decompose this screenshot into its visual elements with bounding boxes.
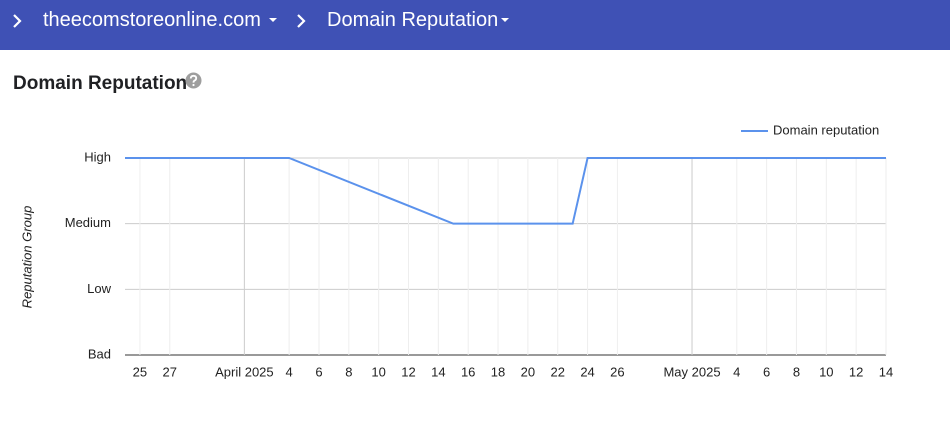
chevron-icon: [13, 14, 22, 28]
x-tick-label: 10: [819, 364, 833, 379]
breadcrumb-domain[interactable]: theecomstoreonline.com: [43, 9, 261, 31]
x-tick-label: April 2025: [215, 364, 274, 379]
x-tick-label: 6: [763, 364, 770, 379]
y-axis-label: Reputation Group: [19, 206, 34, 309]
x-tick-label: 20: [521, 364, 535, 379]
x-tick-label: 8: [793, 364, 800, 379]
dropdown-icon[interactable]: [268, 16, 280, 26]
x-tick-label: 4: [733, 364, 740, 379]
help-icon[interactable]: [185, 72, 203, 90]
x-tick-label: 25: [133, 364, 147, 379]
legend-label: Domain reputation: [773, 122, 879, 137]
x-tick-label: 12: [849, 364, 863, 379]
x-tick-label: May 2025: [663, 364, 720, 379]
dropdown-icon[interactable]: [500, 16, 512, 26]
x-tick-label: 26: [610, 364, 624, 379]
x-tick-label: 24: [580, 364, 594, 379]
page-title: Domain Reputation: [13, 73, 188, 94]
header-bar: theecomstoreonline.com Domain Reputation: [0, 0, 950, 50]
x-tick-label: 14: [879, 364, 893, 379]
x-tick-label: 27: [163, 364, 177, 379]
chevron-icon: [297, 14, 306, 28]
x-tick-label: 6: [315, 364, 322, 379]
x-tick-label: 12: [401, 364, 415, 379]
y-tick-label: High: [84, 149, 111, 164]
x-tick-label: 16: [461, 364, 475, 379]
breadcrumb-page[interactable]: Domain Reputation: [327, 9, 499, 31]
x-tick-label: 18: [491, 364, 505, 379]
x-tick-label: 22: [550, 364, 564, 379]
x-tick-label: 8: [345, 364, 352, 379]
x-tick-label: 14: [431, 364, 445, 379]
line-series: [125, 157, 886, 225]
x-tick-label: 4: [286, 364, 293, 379]
y-tick-label: Bad: [88, 346, 111, 361]
x-tick-label: 10: [371, 364, 385, 379]
y-tick-label: Medium: [65, 215, 111, 230]
y-tick-label: Low: [87, 281, 111, 296]
